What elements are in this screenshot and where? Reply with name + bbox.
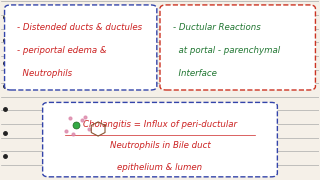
Text: Cholangitis = Influx of peri-ductular: Cholangitis = Influx of peri-ductular: [83, 120, 237, 129]
FancyBboxPatch shape: [160, 5, 316, 90]
Text: Interface: Interface: [173, 69, 217, 78]
Text: - Ductular Reactions: - Ductular Reactions: [173, 23, 260, 32]
Text: at portal - parenchymal: at portal - parenchymal: [173, 46, 280, 55]
Text: Neutrophils in Bile duct: Neutrophils in Bile duct: [110, 141, 210, 150]
FancyBboxPatch shape: [4, 5, 157, 90]
FancyBboxPatch shape: [43, 102, 277, 177]
Text: - periportal edema &: - periportal edema &: [17, 46, 107, 55]
Text: Neutrophils: Neutrophils: [17, 69, 72, 78]
Text: - Distended ducts & ductules: - Distended ducts & ductules: [17, 23, 142, 32]
Text: epithelium & lumen: epithelium & lumen: [117, 163, 203, 172]
